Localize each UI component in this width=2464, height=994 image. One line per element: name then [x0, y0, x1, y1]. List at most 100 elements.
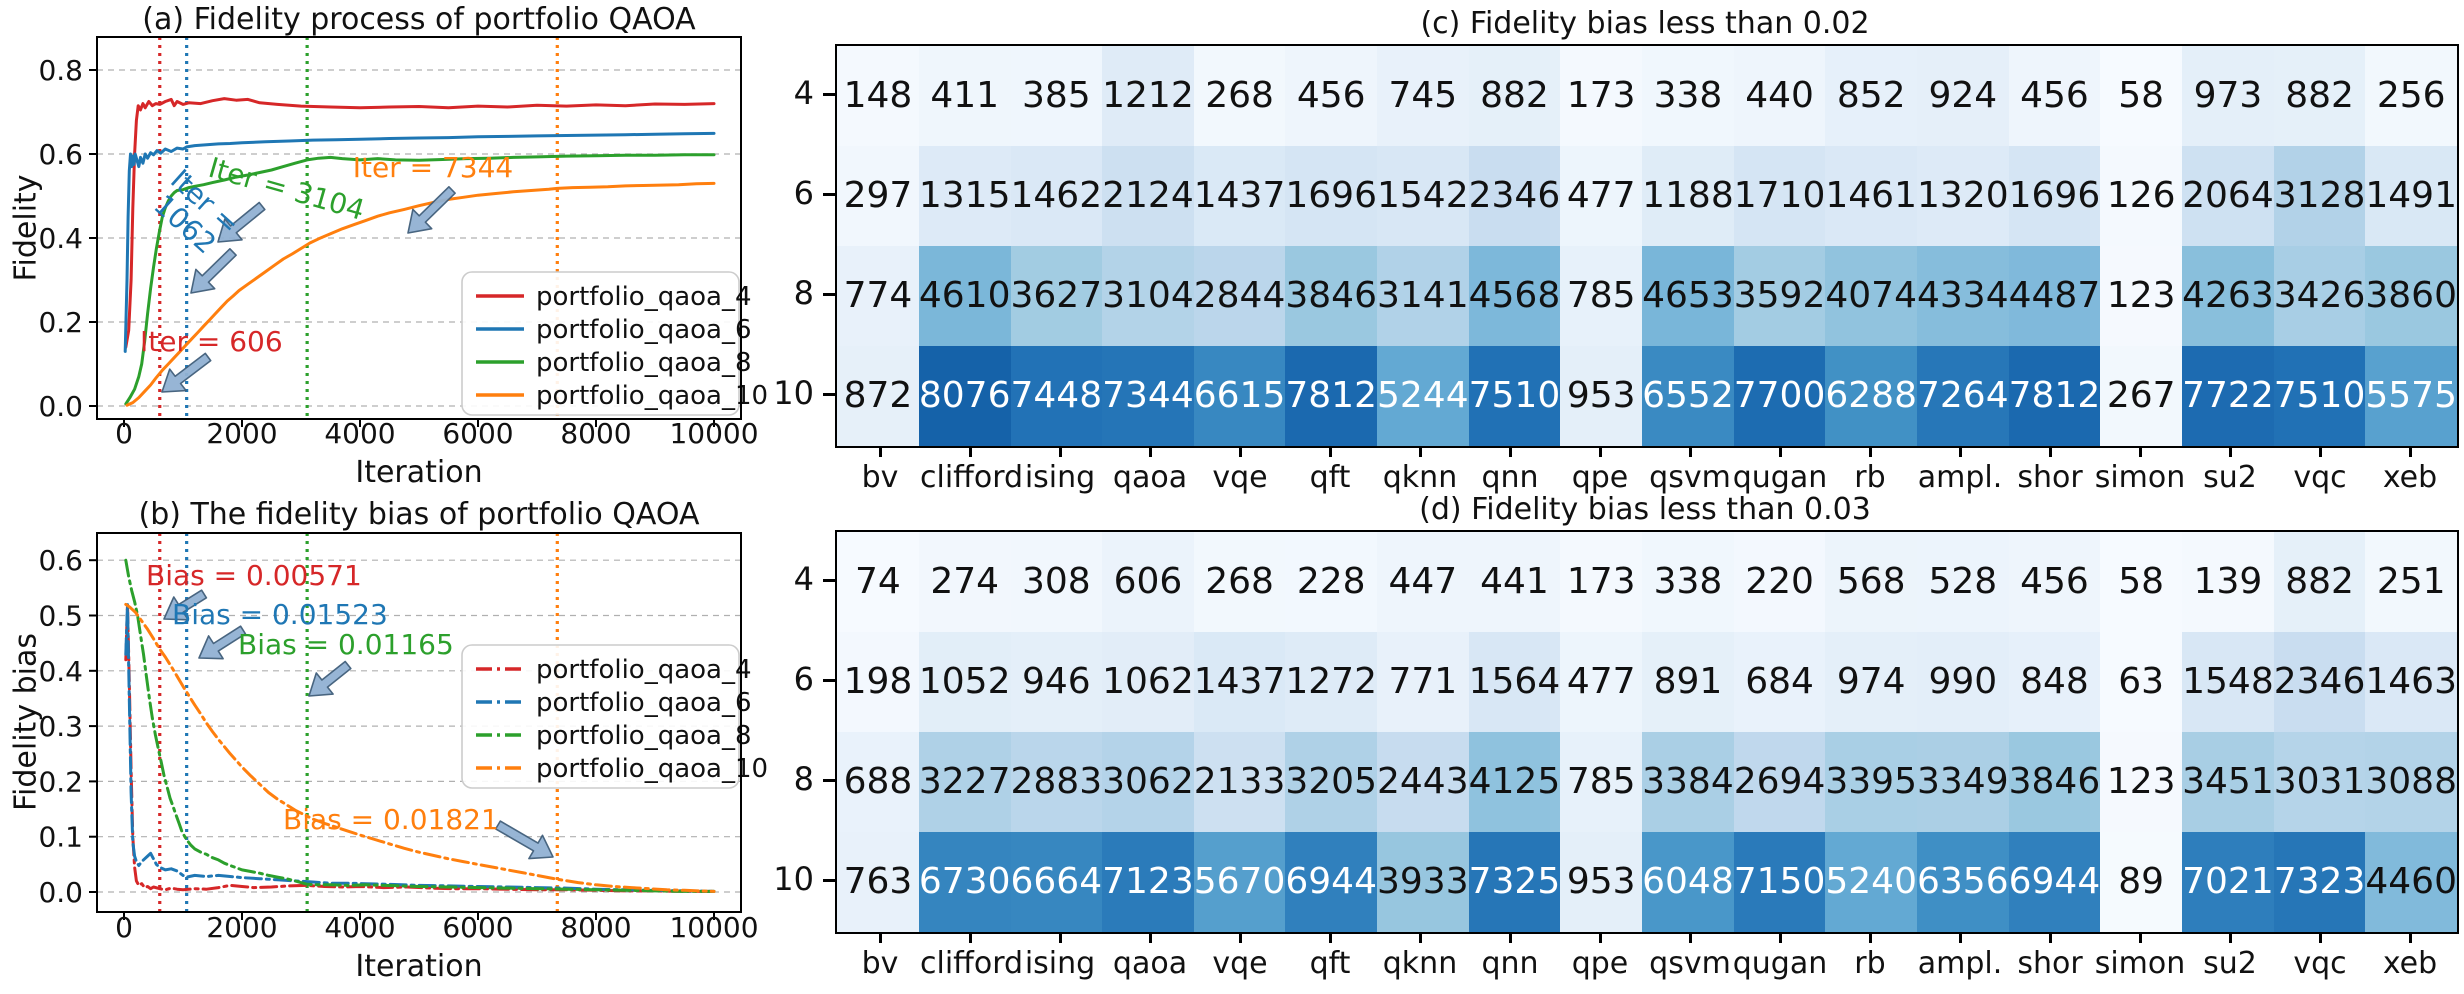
heatmap-cell: 7021	[2182, 832, 2274, 932]
heatmap-cell: 1212	[1102, 46, 1194, 146]
heatmap-cell: 882	[2273, 532, 2366, 632]
heatmap-x-tick	[1328, 932, 1332, 943]
heatmap-cell: 7722	[2182, 346, 2274, 446]
heatmap-cell: 3141	[1377, 246, 1469, 346]
heatmap-cell: 4334	[1917, 246, 2009, 346]
heatmap-row-label: 10	[773, 374, 814, 412]
heatmap-cell: 123	[2100, 246, 2183, 346]
heatmap-cell: 946	[1010, 632, 1103, 732]
heatmap-col-label: ising	[1024, 460, 1096, 495]
y-tick-label: 0.0	[38, 390, 83, 423]
heatmap-col-label: qft	[1309, 460, 1351, 495]
heatmap-cell: 4653	[1642, 246, 1734, 346]
heatmap-cell: 684	[1733, 632, 1826, 732]
heatmap-row-label: 8	[793, 274, 814, 312]
heatmap-cell: 4125	[1468, 732, 1561, 832]
heatmap-col-label: su2	[2203, 460, 2257, 495]
legend-label: portfolio_qaoa_10	[536, 381, 768, 411]
heatmap-cell: 763	[837, 832, 919, 932]
y-tick-label: 0.2	[38, 306, 83, 339]
heatmap-cell: 7812	[2008, 346, 2101, 446]
heatmap-x-tick	[968, 446, 972, 457]
panel-a-ylabel: Fidelity	[8, 174, 44, 282]
heatmap-cell: 220	[1733, 532, 1826, 632]
heatmap-cell: 456	[2008, 532, 2101, 632]
heatmap-c-body: 148 411 385 1212 268 456 745 882 173 338 440 852 924…	[760, 0, 2464, 495]
heatmap-col-label: vqe	[1212, 460, 1268, 495]
heatmap-cell: 872	[837, 346, 919, 446]
heatmap-cell: 440	[1733, 46, 1826, 146]
heatmap-cell: 385	[1010, 46, 1103, 146]
heatmap-col-label: shor	[2017, 946, 2083, 981]
heatmap-cell: 774	[837, 246, 919, 346]
heatmap-col-label: qknn	[1382, 946, 1458, 981]
heatmap-x-tick	[1598, 932, 1602, 943]
heatmap-cell: 990	[1917, 632, 2009, 732]
heatmap-cell: 7510	[1468, 346, 1561, 446]
panel-c: (c) Fidelity bias less than 0.02 148 411 3…	[760, 0, 2464, 495]
panel-a-title: (a) Fidelity process of portfolio QAOA	[142, 2, 696, 37]
heatmap-col-label: ampl.	[1917, 460, 2003, 495]
heatmap-x-tick	[1418, 446, 1422, 457]
legend-label: portfolio_qaoa_8	[536, 721, 752, 751]
heatmap-cell: 2346	[2273, 632, 2366, 732]
heatmap-cell: 3349	[1917, 732, 2009, 832]
heatmap-col-label: vqe	[1212, 946, 1268, 981]
heatmap-row-label: 10	[773, 860, 814, 898]
heatmap-cell: 1710	[1733, 146, 1826, 246]
series-portfolio_qaoa_8	[124, 558, 716, 893]
heatmap-cell: 63	[2100, 632, 2183, 732]
heatmap-y-tick	[823, 678, 835, 682]
legend-label: portfolio_qaoa_8	[536, 348, 752, 378]
legend-label: portfolio_qaoa_10	[536, 754, 768, 784]
y-tick-label: 0.1	[38, 821, 83, 854]
y-tick-label: 0.6	[38, 544, 83, 577]
y-tick-label: 0.5	[38, 600, 83, 633]
annotation-text: Bias = 0.01821	[283, 803, 499, 836]
heatmap-x-tick	[1148, 446, 1152, 457]
annotation-arrow	[494, 820, 554, 860]
heatmap-y-tick	[823, 778, 835, 782]
heatmap-cell: 1062	[1102, 632, 1194, 732]
heatmap-x-tick	[2408, 446, 2412, 457]
heatmap-col-label: qft	[1309, 946, 1351, 981]
heatmap-col-label: qsvm	[1649, 946, 1731, 981]
heatmap-y-tick	[823, 392, 835, 396]
x-tick-label: 4000	[324, 911, 395, 944]
heatmap-x-tick	[1148, 932, 1152, 943]
heatmap-col-label: qsvm	[1649, 460, 1731, 495]
heatmap-col-label: rb	[1854, 946, 1886, 981]
heatmap-cell: 1461	[1825, 146, 1917, 246]
heatmap-col-label: rb	[1854, 460, 1886, 495]
heatmap-col-label: su2	[2203, 946, 2257, 981]
annotation-text: Bias = 0.01165	[238, 628, 454, 661]
heatmap-cell: 924	[1917, 46, 2009, 146]
heatmap-x-tick	[1778, 932, 1782, 943]
heatmap-cell: 477	[1560, 632, 1643, 732]
heatmap-row-label: 6	[793, 660, 814, 698]
heatmap-cell: 1491	[2365, 146, 2457, 246]
annotation-arrow	[198, 625, 247, 660]
heatmap-cell: 411	[918, 46, 1011, 146]
heatmap-cell: 139	[2182, 532, 2274, 632]
heatmap-cell: 2443	[1377, 732, 1469, 832]
heatmap-cell: 58	[2100, 46, 2183, 146]
heatmap-cell: 7323	[2273, 832, 2366, 932]
heatmap-cell: 4460	[2365, 832, 2457, 932]
heatmap-cell: 2124	[1102, 146, 1194, 246]
heatmap-cell: 6356	[1917, 832, 2009, 932]
heatmap-cell: 126	[2100, 146, 2183, 246]
x-tick-label: 6000	[442, 417, 513, 450]
heatmap-col-label: qugan	[1732, 460, 1828, 495]
heatmap-cell: 1542	[1377, 146, 1469, 246]
heatmap-cell: 1437	[1193, 632, 1286, 732]
heatmap-cell: 3451	[2182, 732, 2274, 832]
heatmap-x-tick	[1238, 932, 1242, 943]
heatmap-cell: 4568	[1468, 246, 1561, 346]
heatmap-cell: 6288	[1825, 346, 1917, 446]
heatmap-x-tick	[1598, 446, 1602, 457]
annotation-text: Iter = 7344	[353, 151, 514, 184]
heatmap-grid: 74 274 308 606 268 228 447 441 173 338 220 568 528 45…	[835, 530, 2459, 934]
